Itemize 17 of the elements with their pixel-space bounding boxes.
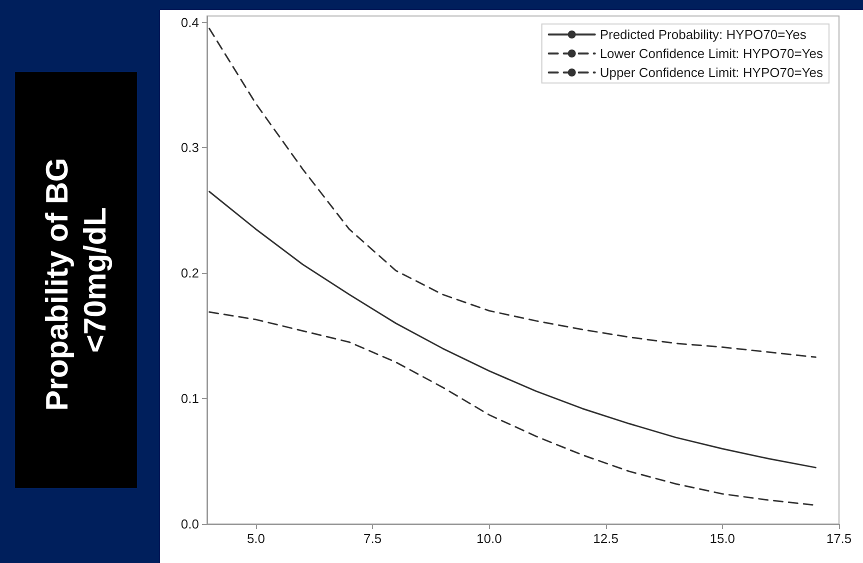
x-tick-label: 12.5 — [593, 531, 618, 546]
legend-label: Predicted Probability: HYPO70=Yes — [600, 27, 807, 42]
y-tick-label: 0.3 — [180, 140, 199, 156]
x-tick-label: 15.0 — [710, 531, 736, 546]
x-tick-label: 10.0 — [476, 531, 502, 546]
line-series — [208, 190, 816, 468]
line-series — [208, 311, 816, 506]
y-tick-label: 0.1 — [180, 391, 199, 406]
legend-label: Lower Confidence Limit: HYPO70=Yes — [600, 46, 824, 61]
x-tick-label: 5.0 — [246, 531, 266, 546]
y-tick-label: 0.4 — [180, 14, 199, 30]
y-tick-label: 0.0 — [180, 516, 199, 532]
x-tick-label: 17.5 — [826, 531, 852, 546]
x-tick-label: 7.5 — [364, 531, 382, 546]
y-axis-title: Propability of BG <70mg/dL — [40, 149, 112, 411]
y-tick-label: 0.2 — [180, 266, 199, 281]
legend-label: Upper Confidence Limit: HYPO70=Yes — [600, 65, 824, 80]
